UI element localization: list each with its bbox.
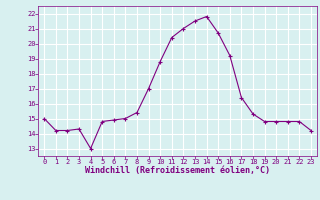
X-axis label: Windchill (Refroidissement éolien,°C): Windchill (Refroidissement éolien,°C) bbox=[85, 166, 270, 175]
